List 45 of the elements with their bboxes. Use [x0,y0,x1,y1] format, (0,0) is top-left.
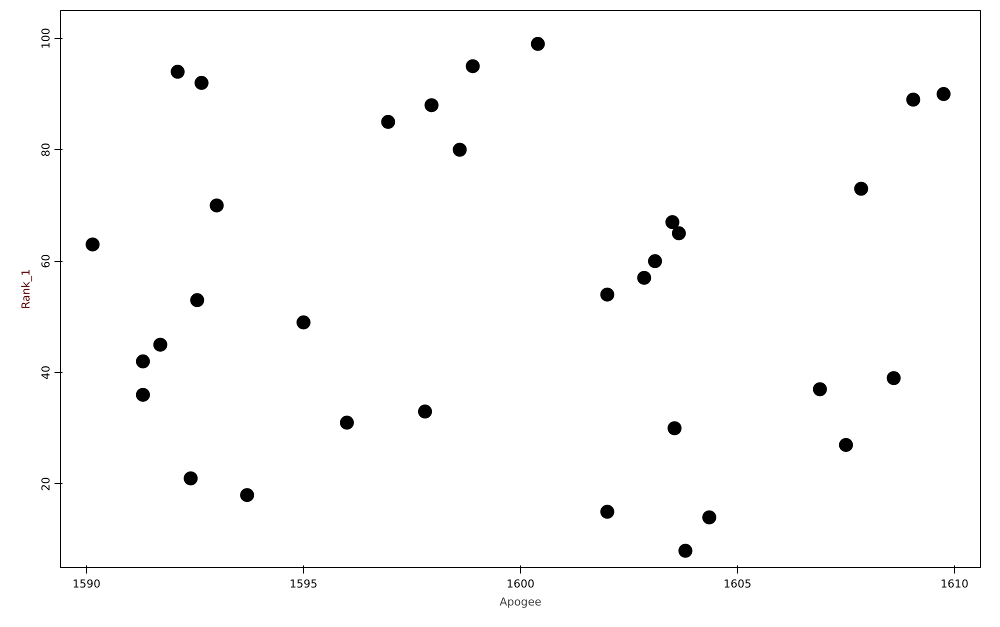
point [637,270,652,285]
point [240,488,254,502]
x-tick-label: 1605 [723,578,752,590]
point [381,114,396,129]
point [170,64,185,79]
point [936,87,951,102]
point [530,36,545,51]
x-tick-label: 1610 [940,578,968,590]
point [672,226,686,240]
point [702,510,716,524]
point [86,237,100,252]
y-axis-title: Rank_1 [20,269,32,309]
point [340,416,354,430]
point [190,293,204,308]
point [906,92,920,107]
point [424,98,439,112]
point [648,254,662,268]
point [812,382,827,396]
point [838,438,853,452]
y-tick-label: 20 [40,476,52,491]
point [886,371,901,386]
point [153,338,168,352]
point [452,142,467,157]
point [600,504,614,519]
point [210,198,224,212]
point [184,471,198,486]
x-axis-title: Apogee [500,596,542,608]
point [136,388,150,402]
x-tick-label: 1595 [290,578,318,590]
point [668,421,682,436]
point [854,182,868,196]
point [466,59,480,74]
point [600,288,614,302]
y-tick-label: 60 [40,254,52,268]
x-tick-label: 1590 [72,578,101,590]
y-tick-label: 80 [40,142,52,157]
point [194,76,209,90]
point [418,404,432,419]
point [136,354,150,368]
y-tick-label: 100 [40,28,52,49]
point [678,544,692,558]
point [296,315,311,330]
x-tick-label: 1600 [506,578,535,590]
y-tick-label: 40 [40,366,52,380]
point [665,215,680,230]
